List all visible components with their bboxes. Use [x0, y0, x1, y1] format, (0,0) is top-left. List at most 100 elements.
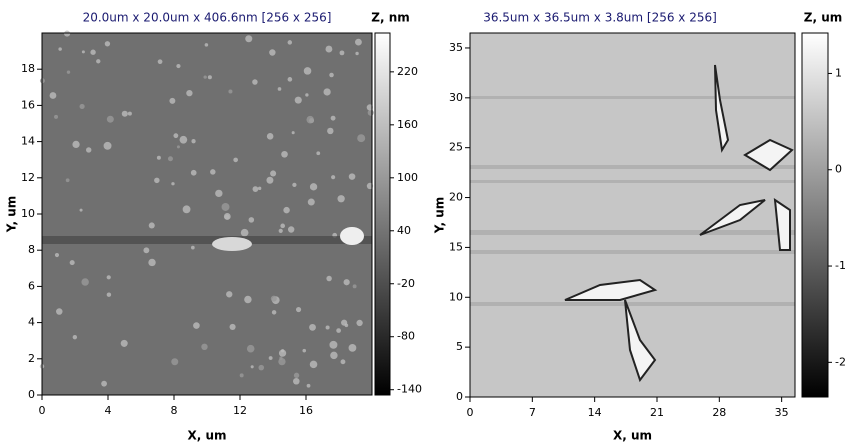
texture-grain — [309, 183, 318, 191]
texture-grain — [193, 322, 200, 329]
texture-grain — [278, 349, 287, 357]
texture-grain — [79, 103, 85, 110]
texture-grain — [340, 359, 346, 365]
texture-grain — [191, 245, 195, 250]
texture-grain — [356, 319, 363, 327]
texture-grain — [367, 109, 374, 116]
texture-grain — [64, 30, 71, 37]
texture-grain — [246, 344, 255, 353]
chart-title: 36.5um x 36.5um x 3.8um [256 x 256] — [483, 11, 717, 25]
colorbar-tick-label: -2 — [835, 355, 846, 368]
texture-grain — [81, 278, 89, 286]
texture-grain — [65, 178, 70, 183]
texture-grain — [201, 343, 208, 351]
texture-grain — [215, 189, 223, 198]
texture-grain — [154, 177, 160, 184]
texture-grain — [352, 284, 357, 289]
surface-feature — [714, 64, 730, 153]
surface-feature — [743, 138, 794, 172]
texture-grain — [357, 134, 366, 143]
y-tick-label: 2 — [28, 352, 35, 365]
texture-grain — [223, 213, 231, 220]
texture-grain — [329, 340, 338, 349]
texture-grain — [325, 325, 330, 330]
texture-grain — [283, 206, 290, 214]
surface-feature — [773, 197, 791, 251]
y-tick-label: 16 — [21, 98, 35, 111]
texture-grain — [207, 75, 212, 80]
scan-streak — [470, 302, 795, 306]
x-tick-label: 12 — [233, 404, 247, 417]
colorbar-label: Z, um — [804, 11, 842, 25]
texture-grain — [66, 70, 71, 74]
colorbar-tick-label: -1 — [835, 259, 846, 272]
texture-grain — [293, 372, 300, 379]
texture-grain — [252, 186, 259, 192]
scan-streak — [470, 165, 795, 169]
y-tick-label: 6 — [28, 279, 35, 292]
texture-grain — [204, 43, 209, 47]
texture-grain — [287, 226, 295, 233]
texture-grain — [306, 115, 314, 124]
texture-grain — [305, 93, 309, 97]
texture-grain — [103, 141, 112, 150]
texture-grain — [72, 334, 78, 340]
scan-streak — [470, 230, 795, 235]
x-tick-label: 35 — [775, 406, 789, 419]
texture-grain — [127, 111, 132, 116]
y-tick-label: 15 — [449, 240, 463, 253]
x-tick-label: 4 — [105, 404, 112, 417]
texture-grain — [72, 140, 80, 149]
texture-grain — [316, 151, 321, 156]
texture-grain — [270, 295, 277, 302]
texture-grain — [179, 135, 188, 144]
texture-grain — [186, 89, 193, 97]
colorbar-tick-label: 1 — [835, 66, 842, 79]
texture-grain — [287, 77, 293, 82]
y-tick-label: 30 — [449, 91, 463, 104]
texture-grain — [106, 115, 114, 123]
colorbar-tick-label: 100 — [397, 171, 418, 184]
texture-grain — [143, 247, 150, 254]
texture-grain — [90, 49, 96, 55]
x-axis-label: X, um — [187, 429, 226, 443]
texture-grain — [171, 358, 179, 366]
texture-grain — [49, 92, 57, 99]
colorbar — [374, 32, 391, 396]
scan-streak — [42, 236, 372, 244]
texture-grain — [244, 295, 252, 304]
texture-grain — [171, 182, 175, 186]
plot-frame — [469, 32, 796, 398]
texture-grain — [54, 252, 60, 258]
texture-grain — [331, 175, 336, 180]
texture-grain — [156, 155, 161, 160]
texture-grain — [96, 59, 101, 64]
texture-grain — [280, 223, 286, 229]
texture-grain — [190, 169, 197, 176]
texture-blob — [212, 237, 252, 251]
texture-grain — [281, 150, 288, 158]
texture-grain — [106, 292, 112, 297]
texture-grain — [121, 110, 128, 117]
texture-grain — [240, 228, 249, 237]
x-tick-label: 21 — [650, 406, 664, 419]
scan-image — [42, 33, 372, 395]
texture-grain — [157, 59, 163, 65]
texture-grain — [291, 131, 295, 135]
texture-grain — [210, 169, 216, 175]
texture-grain — [176, 145, 180, 149]
texture-grain — [229, 323, 236, 330]
y-axis-label: Y, um — [433, 197, 447, 235]
texture-grain — [303, 67, 312, 75]
y-tick-label: 18 — [21, 62, 35, 75]
texture-grain — [287, 40, 293, 45]
texture-grain — [336, 328, 341, 333]
texture-grain — [106, 275, 111, 280]
texture-grain — [173, 133, 179, 139]
texture-grain — [339, 50, 345, 56]
texture-grain — [355, 51, 359, 56]
texture-grain — [176, 63, 181, 69]
texture-grain — [257, 186, 262, 191]
texture-grain — [327, 127, 334, 135]
